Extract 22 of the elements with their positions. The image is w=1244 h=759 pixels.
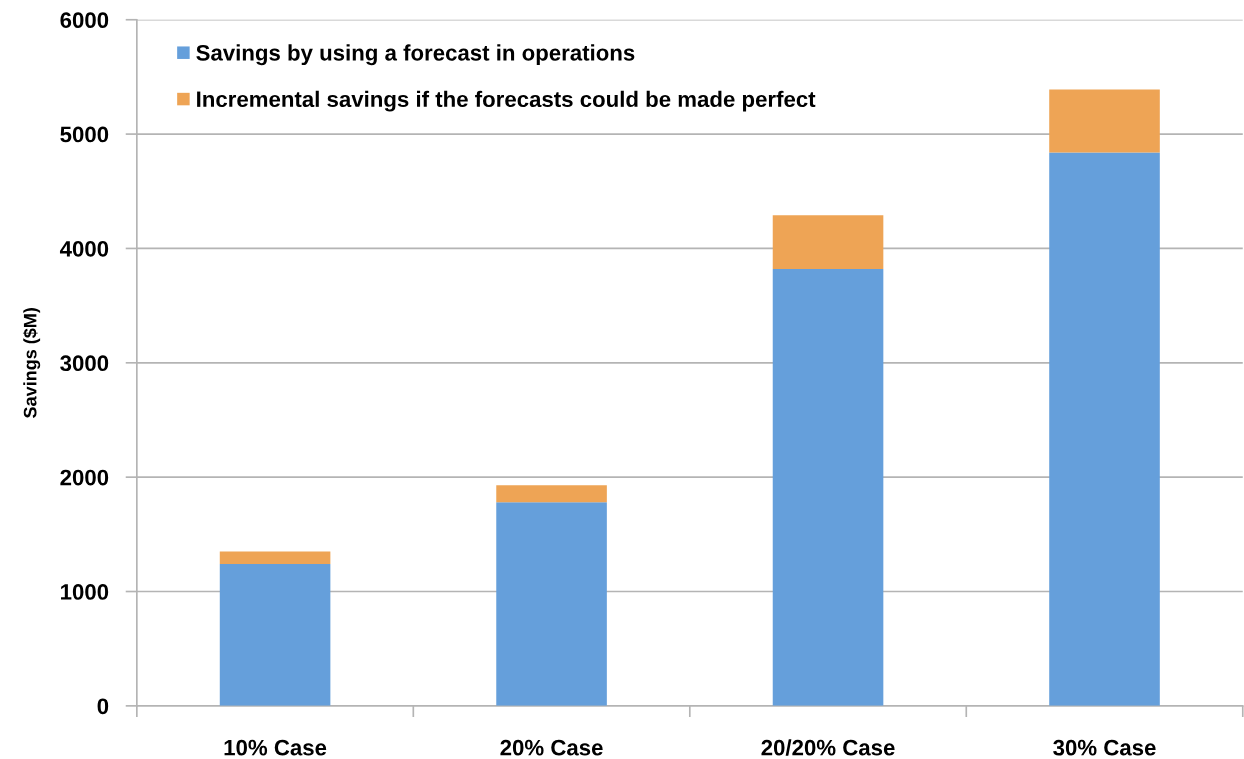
y-tick-label: 2000 bbox=[60, 469, 109, 486]
y-tick-label: 0 bbox=[97, 698, 109, 715]
bar bbox=[1049, 89, 1160, 153]
y-tick-label: 6000 bbox=[60, 12, 109, 28]
y-axis-title: Savings ($M) bbox=[22, 308, 41, 418]
x-tick-label: 30% Case bbox=[1053, 739, 1156, 756]
bar bbox=[496, 485, 607, 503]
bar bbox=[772, 269, 884, 706]
x-tick-label: 10% Case bbox=[224, 739, 327, 756]
y-tick-label: 3000 bbox=[60, 355, 109, 372]
legend-label: Savings by using a forecast in operations bbox=[196, 44, 635, 66]
x-tick-label: 20% Case bbox=[500, 739, 603, 756]
legend-label: Incremental savings if the forecasts could be made perfect bbox=[197, 90, 816, 112]
bar bbox=[219, 564, 331, 706]
y-tick-label: 4000 bbox=[59, 240, 109, 257]
bar bbox=[772, 215, 884, 270]
bar bbox=[1049, 152, 1160, 706]
y-tick-label: 1000 bbox=[61, 584, 109, 600]
x-tick-label: 20/20% Case bbox=[761, 739, 895, 756]
bar bbox=[219, 551, 331, 565]
y-tick-label: 5000 bbox=[60, 126, 109, 143]
bar bbox=[496, 502, 607, 706]
